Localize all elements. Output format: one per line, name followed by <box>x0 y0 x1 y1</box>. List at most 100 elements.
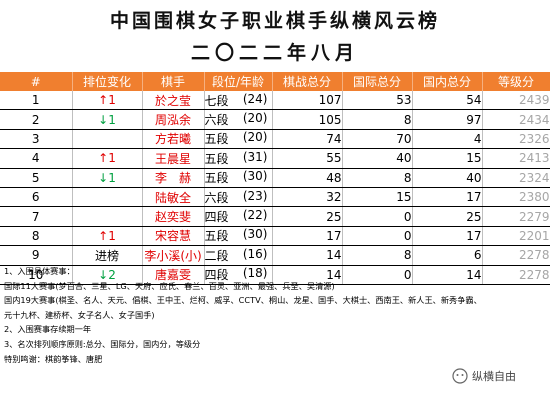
rating-cell: 2278 <box>482 265 550 285</box>
intl-score-cell: 0 <box>342 206 413 227</box>
player-name-cell: 陆敏全 <box>142 187 205 208</box>
rank-cell: 7 <box>0 206 73 227</box>
header-dan-age: 段位/年龄 <box>204 72 273 91</box>
change-cell: ↓2 <box>72 265 143 285</box>
age-label: (24) <box>242 91 268 106</box>
dan-label: 七段 <box>204 93 229 108</box>
rating-cell: 2434 <box>482 109 550 130</box>
player-name-cell: 李小溪(小) <box>142 245 205 266</box>
table-row: 4 ↑1 王晨星 五段 (31) 55 40 15 2413 <box>0 148 550 169</box>
rank-cell: 4 <box>0 148 73 169</box>
rating-cell: 2439 <box>482 91 550 111</box>
change-cell: 进榜 <box>72 245 143 266</box>
age-label: (23) <box>242 188 268 203</box>
domestic-score-cell: 97 <box>412 109 483 130</box>
note-line: 2、入围赛事存续期一年 <box>4 324 92 335</box>
change-cell <box>72 129 143 150</box>
player-name-cell: 宋容慧 <box>142 226 205 247</box>
player-name-cell: 李 赫 <box>142 168 205 188</box>
intl-score-cell: 8 <box>342 245 413 266</box>
rating-cell: 2201 <box>482 226 550 247</box>
intl-score-cell: 70 <box>342 129 413 150</box>
total-score-cell: 25 <box>272 206 343 227</box>
ranking-table: # 排位变化 棋手 段位/年龄 棋战总分 国际总分 国内总分 等级分 1 ↑1 於之… <box>0 72 550 285</box>
domestic-score-cell: 15 <box>412 148 483 169</box>
age-label: (22) <box>242 208 268 223</box>
total-score-cell: 14 <box>272 245 343 266</box>
dan-label: 四段 <box>204 210 229 225</box>
change-cell: ↓1 <box>72 109 143 130</box>
player-name-cell: 方若曦 <box>142 129 205 150</box>
change-cell <box>72 187 143 208</box>
intl-score-cell: 53 <box>342 91 413 111</box>
total-score-cell: 55 <box>272 148 343 169</box>
domestic-score-cell: 17 <box>412 226 483 247</box>
player-name-cell: 赵奕斐 <box>142 206 205 227</box>
domestic-score-cell: 6 <box>412 245 483 266</box>
dan-label: 五段 <box>204 229 229 244</box>
dan-age-cell: 五段 (30) <box>204 226 273 247</box>
table-row: 9 进榜 李小溪(小) 二段 (16) 14 8 6 2278 <box>0 245 550 266</box>
age-label: (31) <box>242 149 268 164</box>
change-cell: ↑1 <box>72 91 143 111</box>
age-label: (30) <box>242 227 268 242</box>
age-label: (16) <box>242 246 268 261</box>
table-row: 1 ↑1 於之莹 七段 (24) 107 53 54 2439 <box>0 91 550 111</box>
table-row: 2 ↓1 周泓余 六段 (20) 105 8 97 2434 <box>0 109 550 130</box>
rating-cell: 2380 <box>482 187 550 208</box>
total-score-cell: 14 <box>272 265 343 285</box>
rating-cell: 2413 <box>482 148 550 169</box>
rank-cell: 3 <box>0 129 73 150</box>
page-title: 中国围棋女子职业棋手纵横风云榜 <box>109 10 440 32</box>
table-row: 3 方若曦 五段 (20) 74 70 4 2326 <box>0 129 550 150</box>
table-row: 5 ↓1 李 赫五段 (30) 48 8 40 2324 <box>0 168 550 188</box>
page-subtitle: 二〇二二年八月 <box>190 42 359 64</box>
domestic-score-cell: 40 <box>412 168 483 188</box>
total-score-cell: 105 <box>272 109 343 130</box>
intl-score-cell: 0 <box>342 226 413 247</box>
intl-score-cell: 8 <box>342 109 413 130</box>
change-cell: ↑1 <box>72 226 143 247</box>
dan-age-cell: 四段 (18) <box>204 265 273 285</box>
wechat-logo-icon <box>452 368 468 384</box>
table-row: 7 赵奕斐 四段 (22) 25 0 25 2279 <box>0 206 550 227</box>
intl-score-cell: 8 <box>342 168 413 188</box>
dan-age-cell: 五段 (31) <box>204 148 273 169</box>
player-name-cell: 周泓余 <box>142 109 205 130</box>
rating-cell: 2326 <box>482 129 550 150</box>
note-line: 特别鸣谢：棋韵筝锋、唐肥 <box>4 353 103 364</box>
change-cell <box>72 206 143 227</box>
domestic-score-cell: 14 <box>412 265 483 285</box>
total-score-cell: 32 <box>272 187 343 208</box>
dan-age-cell: 六段 (23) <box>204 187 273 208</box>
total-score-cell: 74 <box>272 129 343 150</box>
rank-cell: 8 <box>0 226 73 247</box>
player-name-cell: 唐嘉雯 <box>142 265 205 285</box>
note-line: 1、入围具体赛事： <box>4 266 75 276</box>
intl-score-cell: 40 <box>342 148 413 169</box>
total-score-cell: 48 <box>272 168 343 188</box>
total-score-cell: 17 <box>272 226 343 247</box>
rank-cell: 1 <box>0 91 73 111</box>
rating-cell: 2278 <box>482 245 550 266</box>
change-cell: ↓1 <box>72 168 143 188</box>
dan-label: 五段 <box>204 171 229 186</box>
notes: 1、入围具体赛事： 国际11大赛事(梦百合、三星、LG、天府、应氏、春兰、百灵、… <box>4 264 544 366</box>
header-total: 棋战总分 <box>272 72 343 91</box>
dan-label: 六段 <box>204 190 229 205</box>
header-rank: # <box>0 72 73 91</box>
rank-cell: 10 <box>0 265 73 285</box>
domestic-score-cell: 17 <box>412 187 483 208</box>
age-label: (20) <box>242 111 268 126</box>
age-label: (18) <box>242 266 268 281</box>
table-header-row: # 排位变化 棋手 段位/年龄 棋战总分 国际总分 国内总分 等级分 <box>0 72 550 91</box>
total-score-cell: 107 <box>272 91 343 111</box>
dan-label: 四段 <box>204 268 229 283</box>
dan-age-cell: 五段 (20) <box>204 129 273 150</box>
dan-age-cell: 六段 (20) <box>204 109 273 130</box>
domestic-score-cell: 54 <box>412 91 483 111</box>
header-intl: 国际总分 <box>342 72 413 91</box>
intl-score-cell: 15 <box>342 187 413 208</box>
rank-cell: 2 <box>0 109 73 130</box>
rank-cell: 9 <box>0 245 73 266</box>
